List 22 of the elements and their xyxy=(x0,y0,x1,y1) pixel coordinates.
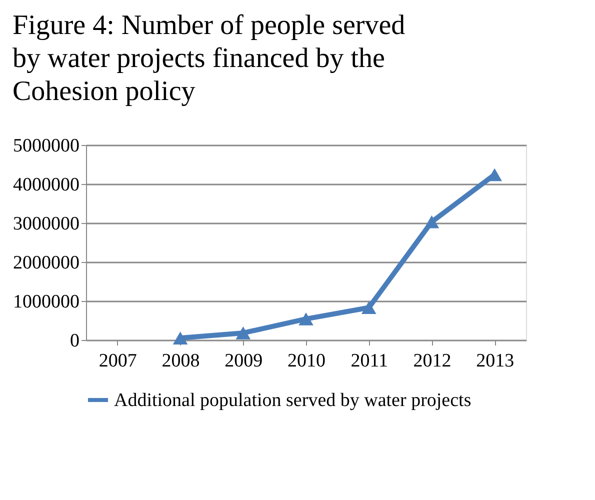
text: Figure 4: Number of people served xyxy=(12,10,406,41)
text: Cohesion policy xyxy=(12,76,196,107)
y-tick-label: 3000000 xyxy=(13,214,80,234)
x-tick-label: 2009 xyxy=(224,350,263,372)
y-tick-label: 5000000 xyxy=(13,136,80,156)
x-tick-label: 2007 xyxy=(98,350,137,372)
y-tick-label: 0 xyxy=(70,330,80,352)
x-tick-label: 2013 xyxy=(476,350,514,372)
point xyxy=(236,326,251,340)
point xyxy=(298,312,314,326)
y-tick-label: 2000000 xyxy=(13,252,80,274)
x-tick-label: 2008 xyxy=(162,350,200,372)
point xyxy=(172,332,188,344)
y-tick-label: 4000000 xyxy=(13,174,80,196)
point xyxy=(424,215,440,228)
y-tick-label: 1000000 xyxy=(13,292,80,312)
point xyxy=(361,301,376,314)
legend-label: Additional population served by water projects xyxy=(114,390,472,411)
x-tick-label: 2010 xyxy=(288,350,326,372)
text: by water projects financed by the xyxy=(12,43,385,74)
x-tick-label: 2011 xyxy=(350,350,388,372)
x-tick-label: 2012 xyxy=(413,350,452,372)
